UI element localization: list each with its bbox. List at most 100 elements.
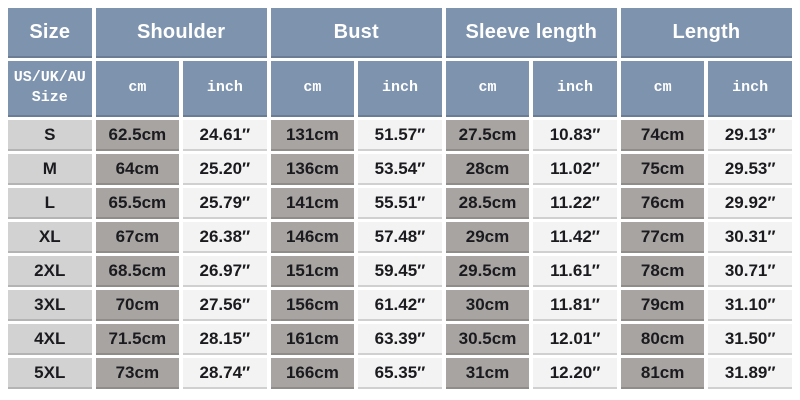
- sleeve-cm-cell: 28cm: [445, 154, 530, 185]
- size-cell: L: [8, 188, 92, 219]
- length-inch-cell: 29.13″: [708, 120, 792, 151]
- subheader-bust-cm: cm: [270, 61, 355, 117]
- bust-cm-cell: 151cm: [270, 256, 355, 287]
- bust-cm-cell: 166cm: [270, 358, 355, 389]
- subheader-size-line2: Size: [31, 89, 68, 106]
- sleeve-cm-cell: 31cm: [445, 358, 530, 389]
- shoulder-inch-cell: 24.61″: [183, 120, 267, 151]
- bust-inch-cell: 65.35″: [358, 358, 442, 389]
- length-cm-cell: 75cm: [620, 154, 705, 185]
- table-row-l: L 65.5cm 25.79″ 141cm 55.51″ 28.5cm 11.2…: [8, 188, 792, 219]
- shoulder-cm-cell: 64cm: [95, 154, 180, 185]
- table-row-s: S 62.5cm 24.61″ 131cm 51.57″ 27.5cm 10.8…: [8, 120, 792, 151]
- shoulder-cm-cell: 65.5cm: [95, 188, 180, 219]
- sleeve-inch-cell: 11.81″: [533, 290, 617, 321]
- sleeve-inch-cell: 11.02″: [533, 154, 617, 185]
- header-size: Size: [8, 8, 92, 58]
- length-inch-cell: 30.31″: [708, 222, 792, 253]
- shoulder-cm-cell: 73cm: [95, 358, 180, 389]
- sleeve-inch-cell: 10.83″: [533, 120, 617, 151]
- sleeve-inch-cell: 11.42″: [533, 222, 617, 253]
- sleeve-inch-cell: 12.01″: [533, 324, 617, 355]
- shoulder-cm-cell: 62.5cm: [95, 120, 180, 151]
- length-inch-cell: 30.71″: [708, 256, 792, 287]
- subheader-shoulder-inch: inch: [183, 61, 267, 117]
- header-group-row: Size Shoulder Bust Sleeve length Length: [8, 8, 792, 58]
- bust-cm-cell: 141cm: [270, 188, 355, 219]
- header-sleeve-length: Sleeve length: [445, 8, 617, 58]
- bust-inch-cell: 61.42″: [358, 290, 442, 321]
- shoulder-inch-cell: 28.15″: [183, 324, 267, 355]
- length-cm-cell: 79cm: [620, 290, 705, 321]
- length-inch-cell: 31.50″: [708, 324, 792, 355]
- subheader-bust-inch: inch: [358, 61, 442, 117]
- shoulder-cm-cell: 70cm: [95, 290, 180, 321]
- table-row-m: M 64cm 25.20″ 136cm 53.54″ 28cm 11.02″ 7…: [8, 154, 792, 185]
- shoulder-inch-cell: 25.20″: [183, 154, 267, 185]
- subheader-sleeve-cm: cm: [445, 61, 530, 117]
- size-cell: 5XL: [8, 358, 92, 389]
- size-cell: 2XL: [8, 256, 92, 287]
- sleeve-cm-cell: 28.5cm: [445, 188, 530, 219]
- header-shoulder: Shoulder: [95, 8, 267, 58]
- table-row-4xl: 4XL 71.5cm 28.15″ 161cm 63.39″ 30.5cm 12…: [8, 324, 792, 355]
- size-chart-header: Size Shoulder Bust Sleeve length Length …: [8, 8, 792, 117]
- bust-cm-cell: 161cm: [270, 324, 355, 355]
- length-cm-cell: 76cm: [620, 188, 705, 219]
- shoulder-cm-cell: 71.5cm: [95, 324, 180, 355]
- sleeve-cm-cell: 27.5cm: [445, 120, 530, 151]
- sleeve-cm-cell: 30.5cm: [445, 324, 530, 355]
- length-cm-cell: 78cm: [620, 256, 705, 287]
- subheader-length-inch: inch: [708, 61, 792, 117]
- table-row-5xl: 5XL 73cm 28.74″ 166cm 65.35″ 31cm 12.20″…: [8, 358, 792, 389]
- header-unit-row: US/UK/AU Size cm inch cm inch cm inch cm…: [8, 61, 792, 117]
- size-chart-table: Size Shoulder Bust Sleeve length Length …: [4, 5, 796, 392]
- table-row-3xl: 3XL 70cm 27.56″ 156cm 61.42″ 30cm 11.81″…: [8, 290, 792, 321]
- size-cell: 4XL: [8, 324, 92, 355]
- size-cell: M: [8, 154, 92, 185]
- bust-cm-cell: 156cm: [270, 290, 355, 321]
- sleeve-cm-cell: 29cm: [445, 222, 530, 253]
- shoulder-inch-cell: 27.56″: [183, 290, 267, 321]
- subheader-shoulder-cm: cm: [95, 61, 180, 117]
- sleeve-inch-cell: 12.20″: [533, 358, 617, 389]
- shoulder-inch-cell: 25.79″: [183, 188, 267, 219]
- bust-cm-cell: 146cm: [270, 222, 355, 253]
- length-cm-cell: 74cm: [620, 120, 705, 151]
- subheader-sleeve-inch: inch: [533, 61, 617, 117]
- size-cell: S: [8, 120, 92, 151]
- sleeve-cm-cell: 29.5cm: [445, 256, 530, 287]
- bust-inch-cell: 63.39″: [358, 324, 442, 355]
- length-inch-cell: 29.92″: [708, 188, 792, 219]
- length-cm-cell: 80cm: [620, 324, 705, 355]
- length-inch-cell: 31.89″: [708, 358, 792, 389]
- shoulder-cm-cell: 67cm: [95, 222, 180, 253]
- size-cell: 3XL: [8, 290, 92, 321]
- length-inch-cell: 31.10″: [708, 290, 792, 321]
- length-inch-cell: 29.53″: [708, 154, 792, 185]
- bust-inch-cell: 55.51″: [358, 188, 442, 219]
- size-chart-body: S 62.5cm 24.61″ 131cm 51.57″ 27.5cm 10.8…: [8, 120, 792, 389]
- shoulder-inch-cell: 28.74″: [183, 358, 267, 389]
- bust-cm-cell: 131cm: [270, 120, 355, 151]
- header-length: Length: [620, 8, 792, 58]
- sleeve-inch-cell: 11.22″: [533, 188, 617, 219]
- bust-inch-cell: 59.45″: [358, 256, 442, 287]
- shoulder-inch-cell: 26.38″: [183, 222, 267, 253]
- subheader-length-cm: cm: [620, 61, 705, 117]
- size-cell: XL: [8, 222, 92, 253]
- bust-inch-cell: 51.57″: [358, 120, 442, 151]
- shoulder-cm-cell: 68.5cm: [95, 256, 180, 287]
- table-row-2xl: 2XL 68.5cm 26.97″ 151cm 59.45″ 29.5cm 11…: [8, 256, 792, 287]
- length-cm-cell: 77cm: [620, 222, 705, 253]
- bust-inch-cell: 57.48″: [358, 222, 442, 253]
- subheader-size-line1: US/UK/AU: [13, 68, 86, 86]
- length-cm-cell: 81cm: [620, 358, 705, 389]
- table-row-xl: XL 67cm 26.38″ 146cm 57.48″ 29cm 11.42″ …: [8, 222, 792, 253]
- shoulder-inch-cell: 26.97″: [183, 256, 267, 287]
- bust-inch-cell: 53.54″: [358, 154, 442, 185]
- bust-cm-cell: 136cm: [270, 154, 355, 185]
- sleeve-inch-cell: 11.61″: [533, 256, 617, 287]
- subheader-size-system: US/UK/AU Size: [8, 61, 92, 117]
- header-bust: Bust: [270, 8, 442, 58]
